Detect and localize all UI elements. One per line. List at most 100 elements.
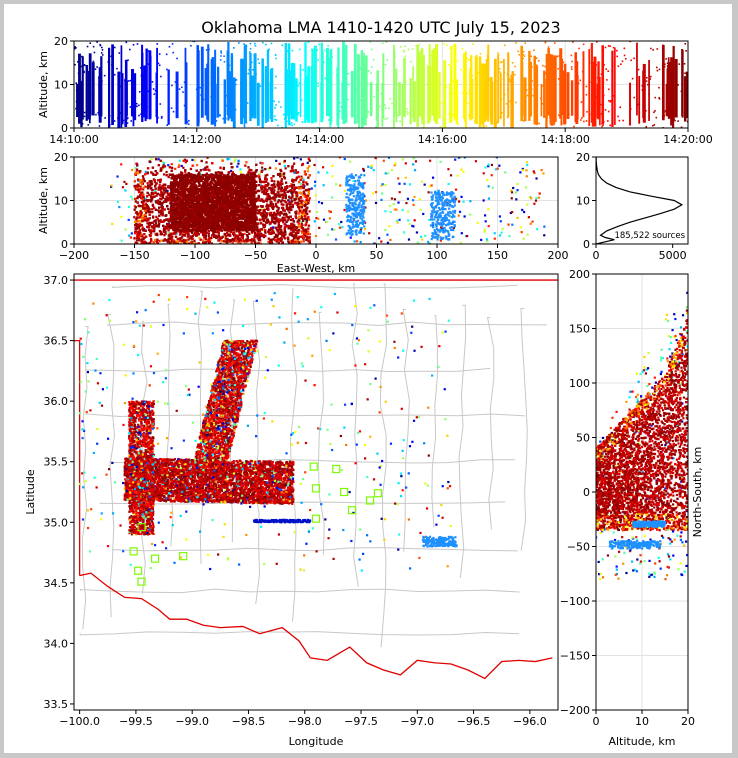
source-point [271, 203, 275, 206]
source-point [359, 67, 362, 70]
source-point [535, 64, 538, 66]
source-point [535, 109, 538, 112]
source-point [454, 197, 457, 201]
source-point [380, 184, 383, 187]
source-point [440, 226, 443, 229]
source-point [200, 94, 202, 96]
source-point [521, 169, 525, 172]
source-point [550, 117, 552, 120]
source-point [561, 65, 564, 67]
source-point [170, 237, 173, 241]
source-point [604, 109, 607, 111]
source-point [533, 171, 536, 175]
source-point [593, 71, 595, 74]
source-point [171, 84, 173, 87]
source-point [130, 232, 133, 235]
source-point [227, 54, 229, 57]
source-point [128, 234, 131, 237]
source-point [223, 55, 225, 58]
source-point [124, 228, 127, 231]
source-point [484, 94, 487, 97]
source-point [301, 121, 304, 123]
source-point [460, 69, 462, 71]
source-point [458, 200, 461, 203]
source-point [522, 54, 525, 56]
source-point [257, 209, 261, 212]
source-point [303, 219, 307, 222]
source-point [418, 44, 420, 46]
source-point [135, 239, 139, 242]
source-point [422, 80, 425, 83]
source-point [552, 98, 555, 100]
source-point [324, 77, 326, 80]
source-point [134, 224, 137, 227]
source-point [284, 188, 287, 191]
source-point [497, 52, 499, 54]
source-point [504, 44, 506, 47]
source-point [468, 59, 470, 61]
source-point [506, 116, 509, 119]
source-point [118, 205, 121, 209]
source-point [525, 169, 528, 172]
source-point [304, 115, 307, 117]
source-point [145, 105, 148, 108]
source-point [155, 215, 158, 218]
source-point [317, 217, 320, 220]
source-point [243, 232, 246, 236]
source-point [307, 199, 310, 202]
x-tick-label: 14:16:00 [418, 133, 467, 146]
source-point [141, 191, 144, 194]
source-point [187, 123, 190, 125]
source-point [139, 216, 142, 219]
source-point [618, 119, 621, 122]
source-point [374, 157, 377, 160]
source-point [267, 72, 270, 74]
source-point [541, 102, 544, 105]
source-point [108, 115, 111, 117]
source-point [479, 52, 482, 55]
source-point [535, 57, 538, 59]
source-point [247, 171, 250, 174]
source-point [101, 49, 104, 51]
source-point [452, 92, 455, 95]
source-point [354, 53, 357, 56]
source-point [485, 125, 488, 127]
source-point [124, 189, 127, 192]
source-point [165, 53, 168, 56]
altitude-time-panel-plot [74, 41, 688, 128]
source-point [318, 43, 320, 46]
source-point [253, 42, 256, 45]
source-point [136, 105, 138, 108]
source-point [156, 192, 160, 195]
source-point [406, 110, 408, 113]
source-point [161, 160, 165, 164]
source-point [586, 111, 588, 113]
source-point [506, 73, 509, 76]
source-point [219, 238, 222, 241]
source-point [154, 222, 158, 225]
figure-canvas: Oklahoma LMA 1410-1420 UTC July 15, 2023… [24, 18, 713, 748]
source-point [259, 85, 262, 87]
source-point [93, 51, 96, 54]
source-point [201, 184, 204, 188]
source-point [136, 43, 139, 45]
source-point [357, 231, 361, 234]
source-point [343, 157, 346, 161]
source-point [509, 100, 512, 103]
source-point [199, 86, 201, 89]
source-point [293, 234, 296, 237]
source-point [202, 98, 205, 101]
source-point [544, 65, 546, 68]
source-point [404, 162, 407, 165]
source-point [322, 102, 324, 104]
source-point [544, 116, 547, 118]
source-point [653, 124, 656, 126]
source-point [219, 59, 222, 61]
source-point [199, 173, 203, 176]
source-point [581, 117, 583, 119]
source-point [330, 82, 332, 85]
source-point [357, 55, 359, 58]
source-point [280, 212, 284, 215]
source-point [390, 197, 394, 200]
source-point [557, 67, 559, 70]
